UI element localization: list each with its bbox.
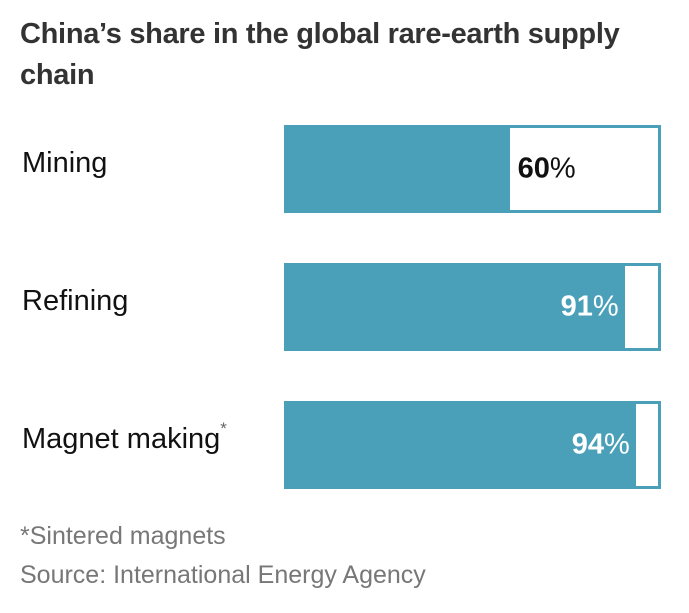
category-text: Mining (22, 147, 108, 179)
source-note: Source: International Energy Agency (20, 561, 426, 589)
bar-track: 60% (284, 125, 661, 213)
data-label: 60% (517, 152, 576, 185)
data-label: 91% (560, 290, 619, 323)
category-label: Magnet making* (22, 419, 227, 456)
chart-title: China’s share in the global rare-earth s… (20, 18, 620, 91)
category-text: Refining (22, 285, 129, 317)
category-text: Magnet making (22, 423, 221, 455)
bar (287, 128, 510, 210)
category-label: Mining (22, 147, 107, 180)
bar (287, 404, 636, 486)
bar-track: 91% (284, 263, 661, 351)
data-label: 94% (571, 428, 630, 461)
footnote: *Sintered magnets (20, 522, 226, 550)
bar (287, 266, 625, 348)
footnote-marker: * (220, 419, 227, 438)
bar-track: 94% (284, 401, 661, 489)
category-label: Refining (22, 285, 128, 318)
